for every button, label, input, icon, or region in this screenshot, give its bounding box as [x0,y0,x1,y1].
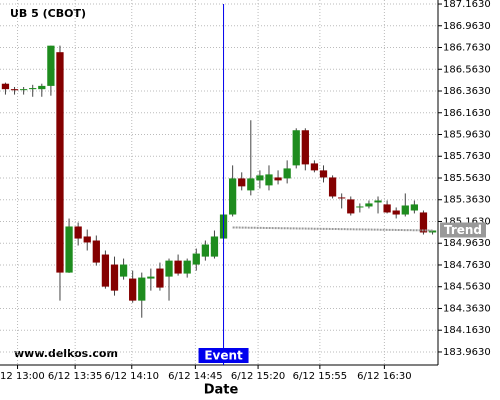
candle-body [192,253,200,265]
candle-body [110,264,119,291]
candle-body [365,203,373,207]
candle-body [310,163,319,171]
y-tick-label: 186.1630 [443,108,491,119]
x-axis-title: Date [204,383,239,398]
candle-body [201,244,210,257]
candle-body [392,210,400,215]
y-tick-label: 186.3630 [443,86,491,97]
candle-body [283,168,291,179]
candle-body [1,83,10,90]
candle-body [83,236,91,243]
y-tick-label: 187.1630 [443,0,491,10]
candle-body [419,212,428,233]
trend-line [232,226,433,232]
candle-body [301,130,309,165]
y-tick-label: 186.9630 [443,21,491,32]
candle-body [183,260,191,274]
candle-body [319,170,328,178]
candle-body [410,204,419,211]
x-tick-label: 6/12 15:55 [293,371,347,382]
candle-body [65,226,73,273]
x-tick-label: 6/12 13:35 [48,371,102,382]
y-tick-label: 185.1630 [443,216,491,227]
candle-body [401,205,409,215]
candle-body [383,204,391,213]
trend-label-box [440,222,486,238]
y-tick-label: 185.7630 [443,151,491,162]
y-tick-label: 184.7630 [443,260,491,271]
y-tick-label: 185.5630 [443,173,491,184]
candle-body [147,276,155,279]
y-tick-label: 185.9630 [443,129,491,140]
candle-body [29,88,37,90]
candle-body [47,45,55,86]
x-tick-label: 6/12 16:30 [357,371,411,382]
candle-body [165,260,173,277]
y-tick-label: 184.5630 [443,282,491,293]
candle-body [328,177,337,197]
event-label-box [198,348,249,363]
watermark: www.delkos.com [14,347,118,360]
candle-body [101,254,110,287]
y-tick-label: 184.1630 [443,325,491,336]
candle-body [428,230,437,233]
candle-body [238,178,246,187]
candle-body [92,240,100,263]
candle-body [374,200,382,203]
candle-body [174,260,182,274]
x-tick-label: 6/12 14:10 [105,371,159,382]
candle-body [274,177,282,181]
chart-title: UB 5 (CBOT) [10,7,86,20]
candle-body [10,89,19,91]
candle-body [74,226,82,239]
candle-body [19,89,28,91]
x-tick-label: 6/12 13:00 [0,371,45,382]
candle-body [228,178,237,215]
plot-area [0,0,438,365]
x-tick-label: 6/12 15:20 [231,371,285,382]
candle-body [138,277,146,301]
x-tick-label: 6/12 14:45 [168,371,222,382]
candle-body [292,130,300,166]
y-tick-label: 186.5630 [443,64,491,75]
candle-body [256,175,264,181]
candle-body [210,236,219,257]
candle-body [338,197,346,199]
y-tick-label: 183.9630 [443,347,491,358]
candle-body [247,178,255,191]
y-tick-label: 184.9630 [443,238,491,249]
candle-body [129,278,137,301]
candle-body [56,52,64,273]
y-tick-label: 186.7630 [443,43,491,54]
y-tick-label: 184.3630 [443,303,491,314]
candle-body [356,206,364,208]
candle-body [156,268,164,288]
candle-body [347,199,355,214]
trend-label: Trend [444,223,482,237]
candle-body [265,174,273,186]
candle-body [38,85,46,90]
event-label: Event [204,349,243,363]
y-tick-label: 185.3630 [443,195,491,206]
candle-body [119,264,128,277]
